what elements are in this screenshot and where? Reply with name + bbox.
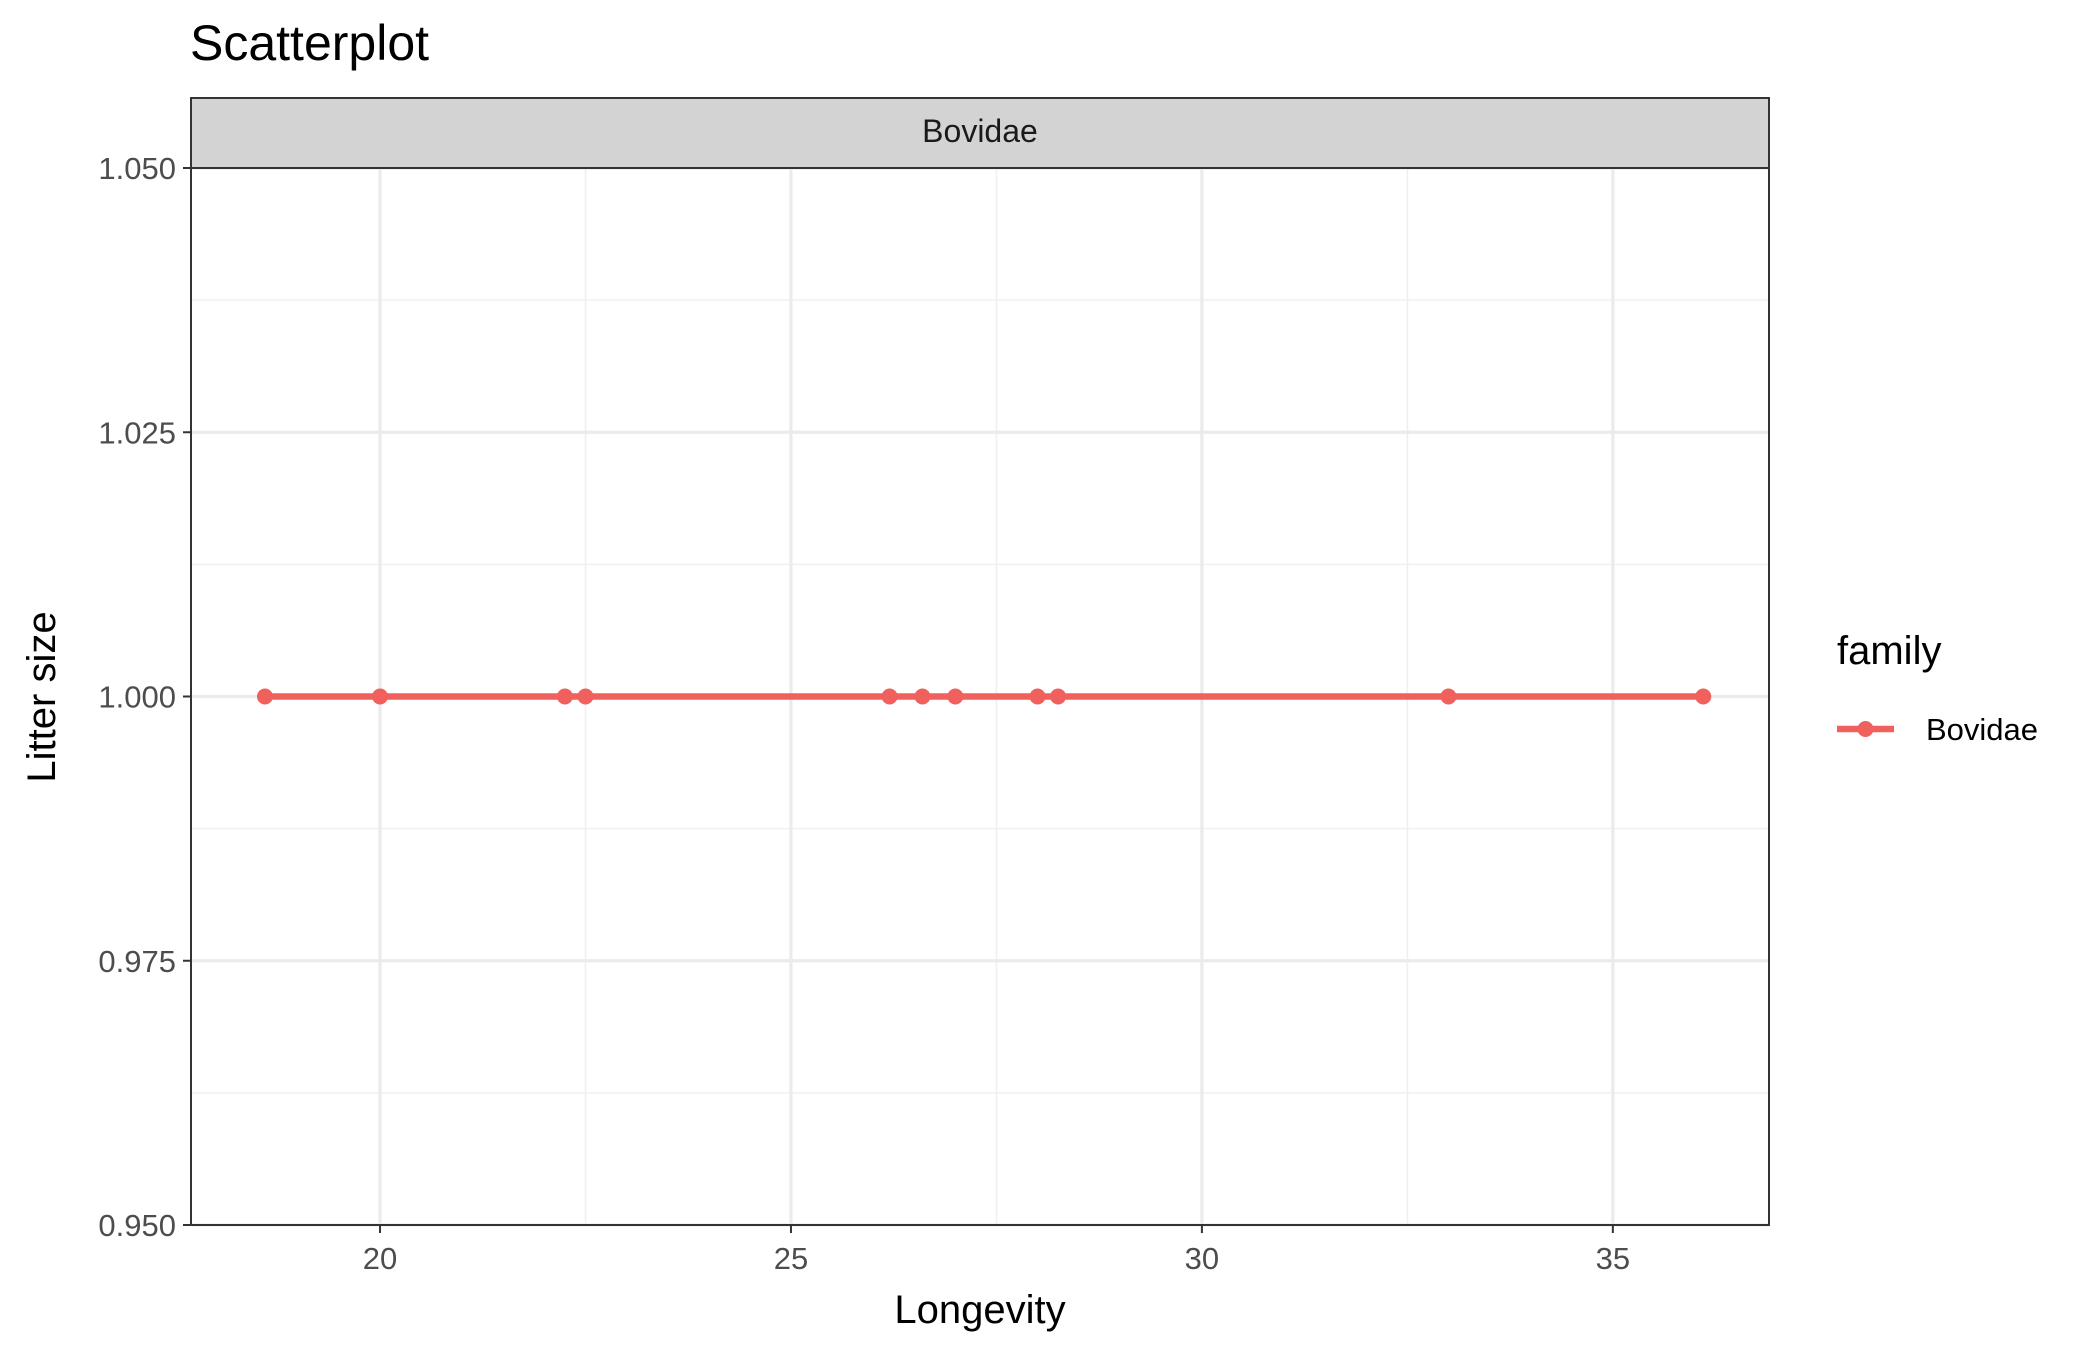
- data-series: [256, 688, 1712, 705]
- x-tick-label: 25: [774, 1241, 808, 1276]
- y-tick-label: 0.975: [98, 944, 176, 979]
- facet-strip: Bovidae: [190, 97, 1770, 169]
- data-point: [256, 688, 273, 705]
- x-tick-label: 35: [1596, 1241, 1630, 1276]
- data-point: [947, 688, 964, 705]
- facet-strip-background: [190, 97, 1770, 169]
- data-point: [1440, 688, 1457, 705]
- y-axis-title: Litter size: [20, 611, 64, 782]
- data-point: [881, 688, 898, 705]
- data-point: [577, 688, 594, 705]
- x-axis-title: Longevity: [894, 1288, 1065, 1332]
- legend: family Bovidae: [1837, 629, 2038, 747]
- x-tick-label: 20: [363, 1241, 397, 1276]
- data-point: [1050, 688, 1067, 705]
- y-tick-label: 1.000: [98, 680, 176, 715]
- facet-strip-label: Bovidae: [922, 113, 1038, 149]
- legend-entry-label: Bovidae: [1926, 712, 2038, 747]
- y-tick-label: 0.950: [98, 1208, 176, 1243]
- data-point: [372, 688, 389, 705]
- y-tick-label: 1.050: [98, 151, 176, 186]
- data-point: [1029, 688, 1046, 705]
- y-tick-label: 1.025: [98, 415, 176, 450]
- legend-title: family: [1837, 629, 1941, 673]
- data-point: [556, 688, 573, 705]
- axes: 20 25 30 35 0.950 0.975 1.000 1.025 1.050: [98, 151, 1630, 1276]
- chart-title: Scatterplot: [190, 15, 429, 71]
- x-tick-label: 30: [1185, 1241, 1219, 1276]
- data-point: [1695, 688, 1712, 705]
- legend-key-point: [1857, 721, 1874, 737]
- data-point: [914, 688, 931, 705]
